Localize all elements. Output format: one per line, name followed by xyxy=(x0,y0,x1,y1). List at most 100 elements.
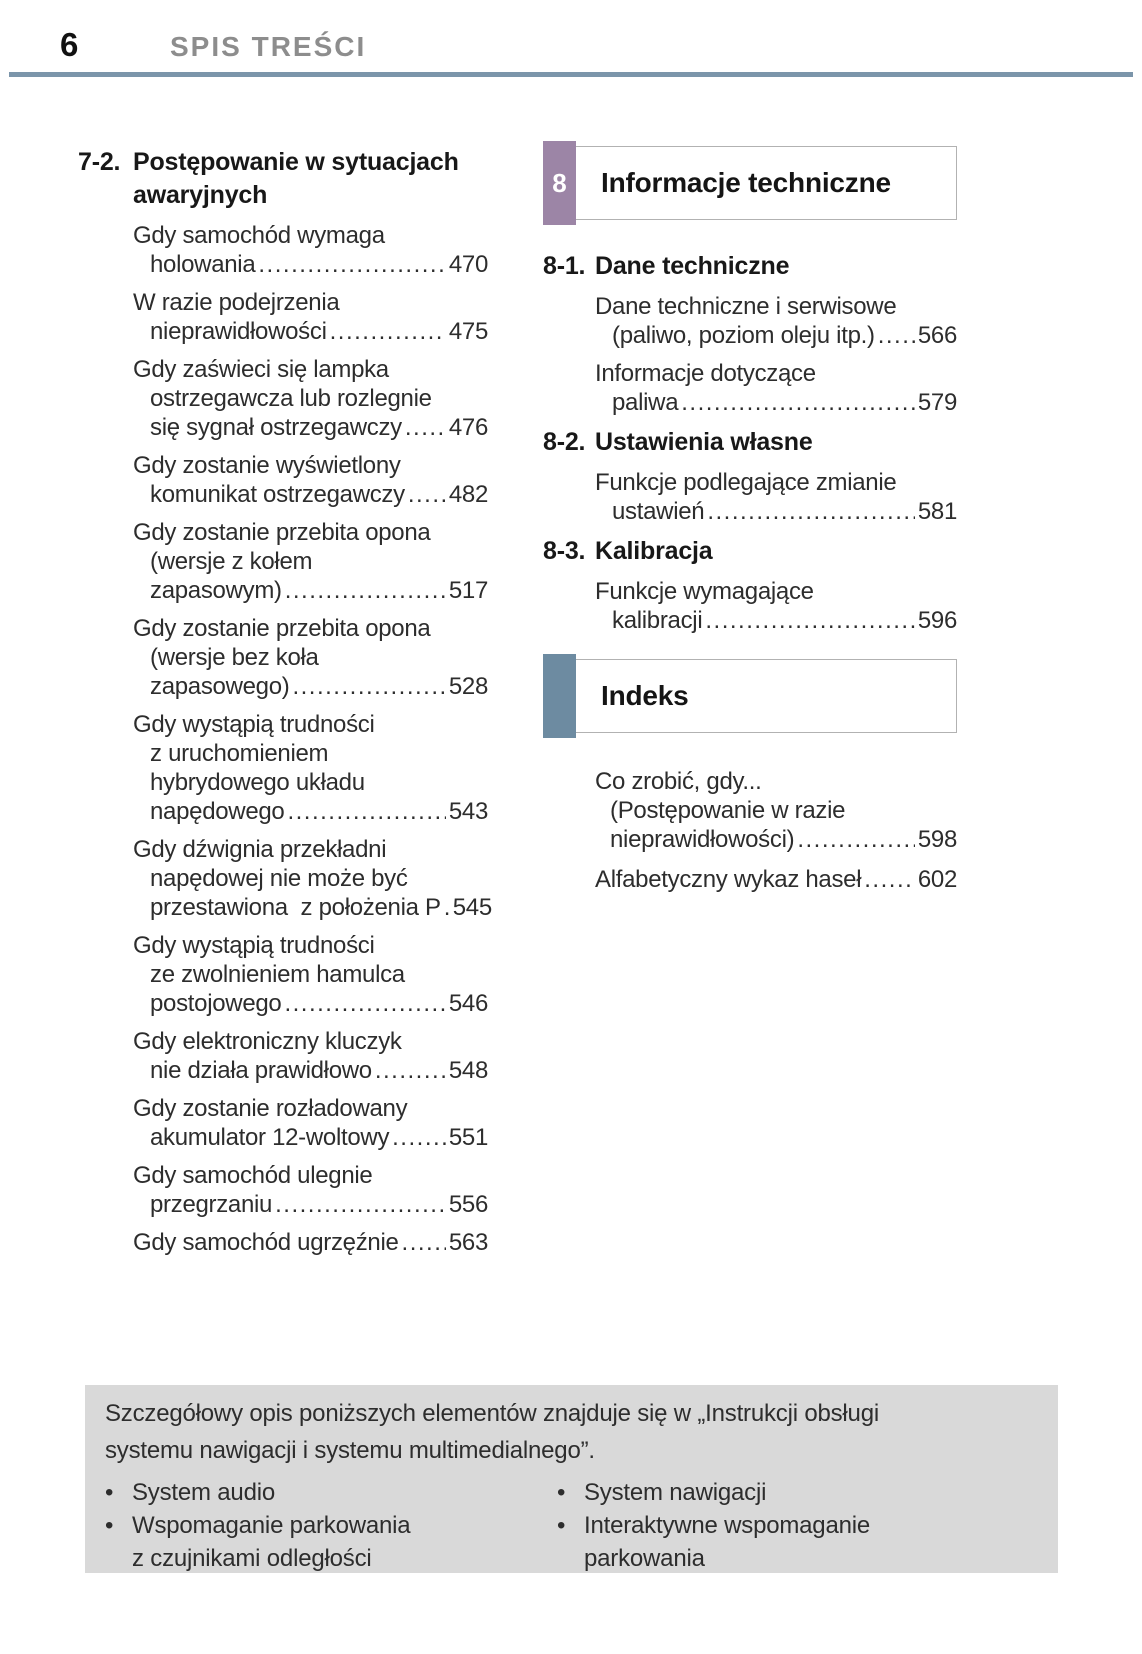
entry-text: (paliwo, poziom oleju itp.) xyxy=(612,322,875,349)
dot-leader xyxy=(402,1228,446,1257)
dot-leader xyxy=(292,672,445,701)
entry-text: nieprawidłowości) xyxy=(610,826,795,853)
dot-leader xyxy=(258,250,445,279)
page-ref: 482 xyxy=(448,481,488,508)
page-ref: 596 xyxy=(917,607,957,634)
footer-bullets: • System audio • Wspomaganie parkowania z cz… xyxy=(105,1476,1038,1573)
entry-text: hybrydowego układu xyxy=(150,769,365,796)
index-box: Indeks xyxy=(543,654,957,738)
bullet-text: Interaktywne wspomaganie parkowania xyxy=(584,1509,1038,1573)
page-ref: 602 xyxy=(917,866,957,893)
dot-leader xyxy=(375,1056,446,1085)
toc-entry: Gdy dźwignia przekładni napędowej nie moż… xyxy=(133,835,492,922)
bullet-text-line: parkowania xyxy=(584,1545,705,1572)
page-ref: 551 xyxy=(448,1124,488,1151)
page-ref: 546 xyxy=(448,990,488,1017)
entry-text: Funkcje podlegające zmianie xyxy=(595,469,897,496)
entry-last-line: przegrzaniu 556 xyxy=(133,1190,488,1219)
footer-note-box: Szczegółowy opis poniższych elementów zn… xyxy=(85,1385,1058,1573)
bullet-item: • Wspomaganie parkowania z czujnikami odle… xyxy=(105,1509,557,1573)
entry-text: kalibracji xyxy=(612,607,703,634)
toc-entry: Dane techniczne i serwisowe (paliwo, pozi… xyxy=(595,292,957,350)
toc-entry: Gdy zaświeci się lampka ostrzegawcza lub … xyxy=(133,355,488,442)
entry-text: napędowego xyxy=(150,798,285,825)
entry-last-line: postojowego 546 xyxy=(133,989,488,1018)
entry-last-line: (paliwo, poziom oleju itp.) 566 xyxy=(595,321,957,350)
entry-last-line: nie działa prawidłowo 548 xyxy=(133,1056,488,1085)
page-ref: 543 xyxy=(448,798,488,825)
dot-leader xyxy=(864,865,915,894)
toc-entry-list: Dane techniczne i serwisowe (paliwo, pozi… xyxy=(543,292,957,417)
entry-text: holowania xyxy=(150,251,256,278)
bullet-text: Wspomaganie parkowania z czujnikami odleg… xyxy=(132,1509,557,1573)
page-number: 6 xyxy=(60,26,79,63)
entry-text: się sygnał ostrzegawczy xyxy=(150,414,402,441)
toc-entry: Gdy elektroniczny kluczyk nie działa praw… xyxy=(133,1027,488,1085)
section-heading: 8-2. Ustawienia własne xyxy=(543,426,957,459)
entry-last-line: napędowego 543 xyxy=(133,797,488,826)
section-heading: 8-3. Kalibracja xyxy=(543,535,957,568)
page-ref: 548 xyxy=(448,1057,488,1084)
section-title-line: Postępowanie w sytuacjach xyxy=(133,148,459,176)
page-title: SPIS TREŚCI xyxy=(170,31,367,62)
entry-last-line: komunikat ostrzegawczy 482 xyxy=(133,480,488,509)
toc-entry: Gdy zostanie przebita opona (wersje bez k… xyxy=(133,614,488,701)
entry-last-line: zapasowego) 528 xyxy=(133,672,488,701)
chapter-tab: 8 xyxy=(543,141,576,225)
toc-entry: Gdy wystąpią trudności ze zwolnieniem ham… xyxy=(133,931,488,1018)
toc-entry: Gdy zostanie wyświetlony komunikat ostrze… xyxy=(133,451,488,509)
toc-entry: Co zrobić, gdy... (Postępowanie w razie ni… xyxy=(595,767,957,854)
entry-text: postojowego xyxy=(150,990,282,1017)
entry-text: Gdy zostanie przebita opona xyxy=(133,615,431,642)
bullet-text: System audio xyxy=(132,1476,557,1509)
entry-last-line: Gdy samochód ugrzęźnie 563 xyxy=(133,1228,488,1257)
dot-leader xyxy=(681,388,915,417)
bullet-text-line: System audio xyxy=(132,1479,276,1506)
entry-text: Gdy samochód wymaga xyxy=(133,222,385,249)
entry-last-line: Alfabetyczny wykaz haseł 602 xyxy=(595,865,957,894)
entry-text: komunikat ostrzegawczy xyxy=(150,481,405,508)
section-8-2: 8-2. Ustawienia własne Funkcje podlegają… xyxy=(543,426,957,526)
entry-text: Co zrobić, gdy... xyxy=(595,768,762,795)
dot-leader xyxy=(878,321,915,350)
toc-entry: Gdy wystąpią trudności z uruchomieniem hyb… xyxy=(133,710,488,826)
page-ref: 470 xyxy=(448,251,488,278)
entry-text: Gdy zostanie rozładowany xyxy=(133,1095,408,1122)
dot-leader xyxy=(284,989,445,1018)
entry-text: Gdy samochód ulegnie xyxy=(133,1162,373,1189)
entry-text: Gdy zostanie wyświetlony xyxy=(133,452,401,479)
dot-leader xyxy=(275,1190,446,1219)
toc-entry: Alfabetyczny wykaz haseł 602 xyxy=(595,865,957,894)
footer-bullets-right: • System nawigacji • Interaktywne wspomagan… xyxy=(557,1476,1038,1573)
entry-last-line: holowania 470 xyxy=(133,250,488,279)
dot-leader xyxy=(797,825,915,854)
section-title: Postępowanie w sytuacjach awaryjnych xyxy=(133,146,488,212)
entry-text: (wersje z kołem xyxy=(150,548,313,575)
entry-last-line: przestawiona z położenia P 545 xyxy=(133,893,492,922)
dot-leader xyxy=(705,606,914,635)
section-number: 7-2. xyxy=(78,148,121,176)
entry-text: Gdy elektroniczny kluczyk xyxy=(133,1028,402,1055)
page-ref: 545 xyxy=(452,894,492,921)
entry-last-line: akumulator 12-woltowy 551 xyxy=(133,1123,488,1152)
entry-text: ostrzegawcza lub rozlegnie xyxy=(150,385,432,412)
entry-text: Gdy wystąpią trudności xyxy=(133,711,375,738)
bullet-item: • Interaktywne wspomaganie parkowania xyxy=(557,1509,1038,1573)
bullet-icon: • xyxy=(557,1512,566,1539)
dot-leader xyxy=(330,317,446,346)
footer-note-intro: Szczegółowy opis poniższych elementów zn… xyxy=(105,1395,1038,1469)
page-ref: 581 xyxy=(917,498,957,525)
dot-leader xyxy=(408,480,446,509)
entry-text: (wersje bez koła xyxy=(150,644,319,671)
footer-note-line: systemu nawigacji i systemu multimedialn… xyxy=(105,1437,595,1464)
dot-leader xyxy=(287,797,445,826)
page-ref: 517 xyxy=(448,577,488,604)
